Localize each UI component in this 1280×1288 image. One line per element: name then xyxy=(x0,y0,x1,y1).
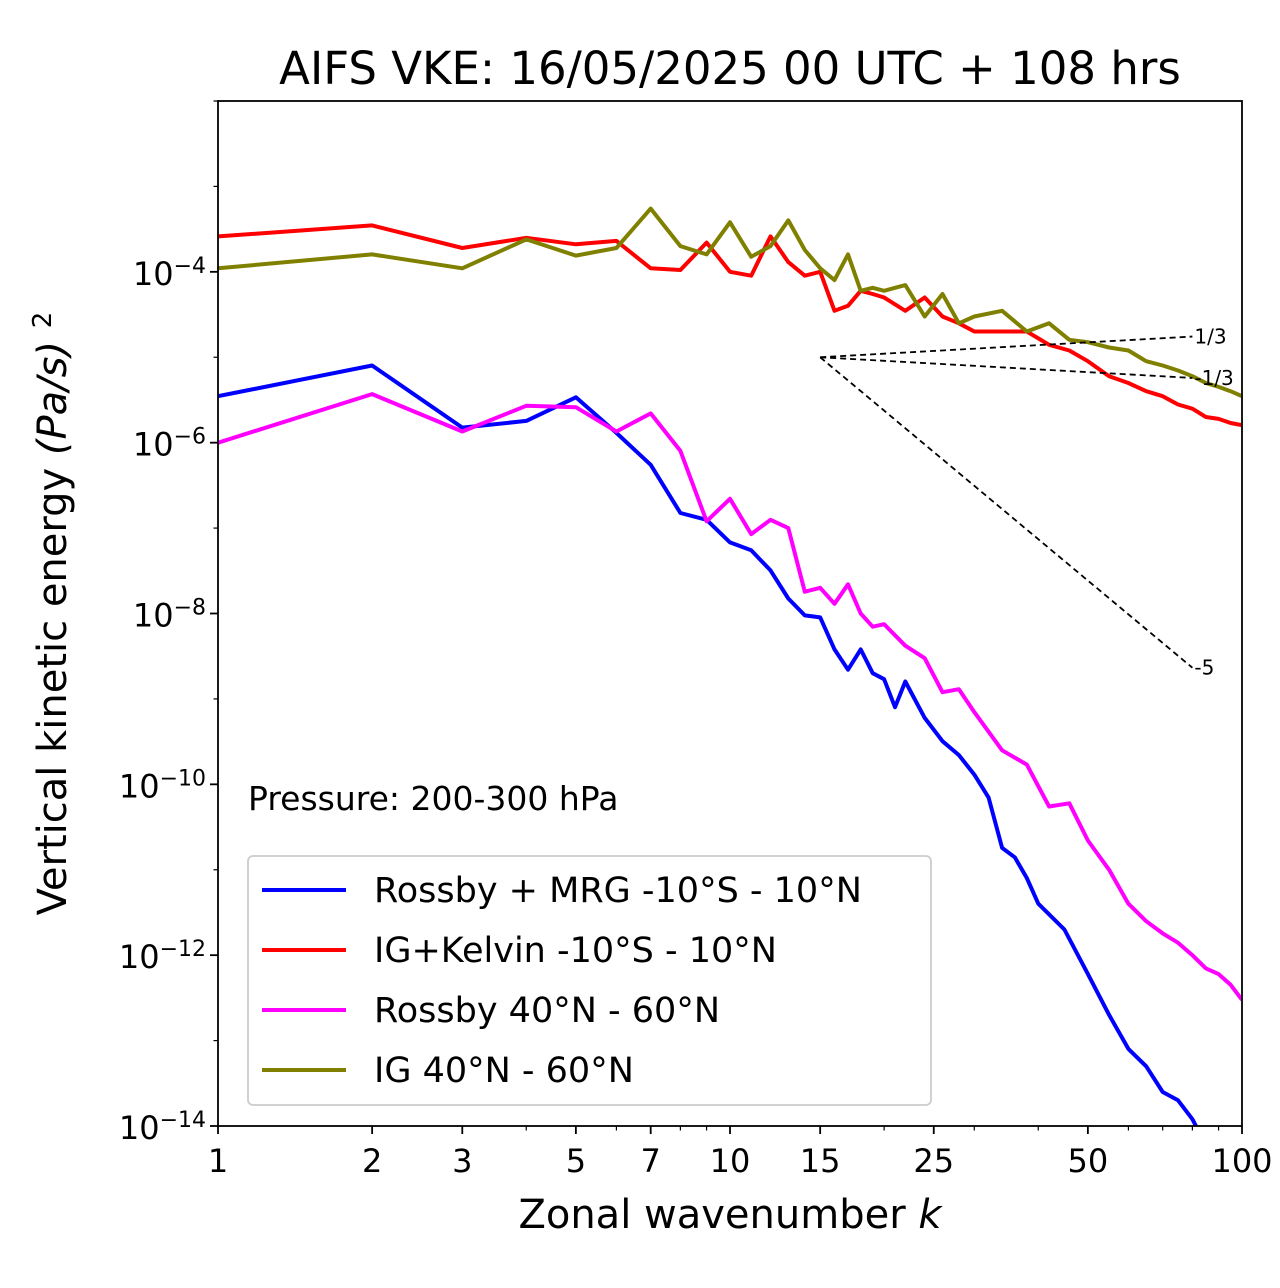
y-axis-label: Vertical kinetic energy (Pa/s) 2 xyxy=(28,312,76,916)
legend-label: IG+Kelvin -10°S - 10°N xyxy=(374,931,777,971)
y-axis-label-text: Vertical kinetic energy xyxy=(30,468,76,916)
x-axis-ticks: 1 2 3 5 7 10 15 25 50 100 xyxy=(208,1126,1273,1180)
x-axis-label-symbol: k xyxy=(918,1192,943,1238)
x-tick-label: 15 xyxy=(800,1142,841,1180)
x-tick-label: 10 xyxy=(710,1142,751,1180)
legend-label: IG 40°N - 60°N xyxy=(374,1051,634,1091)
legend-box xyxy=(247,855,932,1106)
x-tick-label: 100 xyxy=(1211,1142,1272,1180)
chart-title: AIFS VKE: 16/05/2025 00 UTC + 108 hrs xyxy=(279,42,1181,95)
x-tick-label: 7 xyxy=(641,1142,661,1180)
slope-line xyxy=(819,356,1193,669)
y-tick-label: 10−4 xyxy=(133,253,206,293)
series-line-rossby-40-n-60-n xyxy=(218,392,1242,1002)
pressure-annotation: Pressure: 200-300 hPa xyxy=(248,779,618,818)
y-tick-label: 10−14 xyxy=(119,1108,206,1148)
slope-line xyxy=(820,335,1193,359)
legend-label: Rossby 40°N - 60°N xyxy=(374,991,720,1031)
y-axis-label-unit: (Pa/s) xyxy=(30,341,76,455)
x-tick-label: 5 xyxy=(566,1142,586,1180)
x-tick-label: 1 xyxy=(208,1142,228,1180)
y-axis-label-exponent: 2 xyxy=(28,312,58,329)
legend-label: Rossby + MRG -10°S - 10°N xyxy=(374,871,862,911)
y-tick-label: 10−8 xyxy=(133,595,206,635)
slope-line xyxy=(820,356,1193,379)
x-tick-label: 25 xyxy=(913,1142,954,1180)
y-tick-label: 10−10 xyxy=(119,766,206,806)
y-tick-label: 10−12 xyxy=(119,937,206,977)
series-line-rossby-mrg-10-s-10-n xyxy=(218,363,1199,1126)
series-layer xyxy=(218,206,1242,1126)
legend: Rossby + MRG -10°S - 10°N IG+Kelvin -10°S… xyxy=(247,855,932,1106)
x-tick-label: 2 xyxy=(362,1142,382,1180)
x-tick-label: 3 xyxy=(452,1142,472,1180)
slope-label: -1/3 xyxy=(1194,366,1233,390)
x-axis-label-text: Zonal wavenumber xyxy=(518,1192,906,1238)
y-tick-label: 10−6 xyxy=(133,424,206,464)
x-axis-label: Zonal wavenumber k xyxy=(518,1192,943,1238)
slope-label: 1/3 xyxy=(1194,325,1226,349)
series-line-ig-kelvin-10-s-10-n xyxy=(218,223,1242,428)
slope-label: -5 xyxy=(1194,656,1214,680)
x-tick-label: 50 xyxy=(1068,1142,1109,1180)
reference-lines: 1/3 -1/3 -5 xyxy=(819,325,1234,680)
series-line-ig-40-n-60-n xyxy=(218,206,1242,399)
y-axis-ticks: 10−14 10−12 10−10 10−8 10−6 10−4 xyxy=(119,100,218,1148)
